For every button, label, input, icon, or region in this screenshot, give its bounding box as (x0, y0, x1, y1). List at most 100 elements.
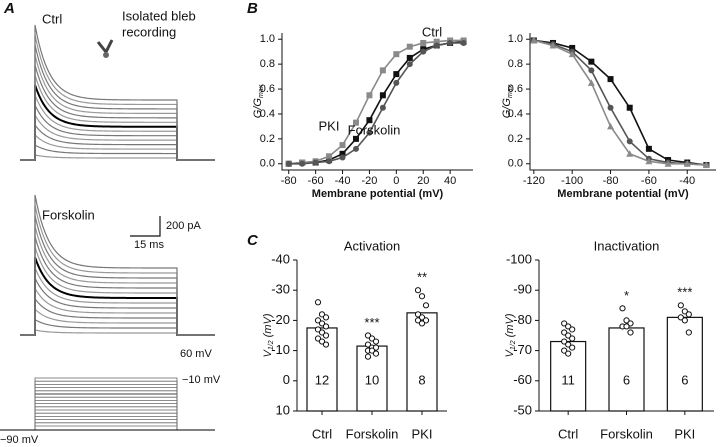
chart-title: Activation (344, 238, 400, 253)
fit-line (288, 42, 464, 165)
data-point (681, 317, 688, 324)
data-point (314, 317, 322, 324)
data-point (677, 302, 684, 309)
data-point (619, 305, 626, 312)
x-tick-label: 40 (444, 175, 456, 187)
data-point (406, 61, 413, 68)
data-point (379, 67, 386, 74)
y-axis-label: G/Gmax (252, 84, 265, 118)
y-tick-label: -100 (506, 251, 532, 266)
data-point (627, 329, 634, 336)
data-point (318, 338, 326, 345)
x-tick-label: 0 (393, 175, 399, 187)
data-point (677, 314, 684, 321)
current-trace (20, 94, 215, 161)
y-tick-label: -90 (513, 282, 532, 297)
y-tick-label: -70 (513, 342, 532, 357)
data-point (418, 293, 426, 300)
data-point (364, 341, 372, 348)
y-axis-label-part: 1/2 (268, 340, 275, 350)
current-trace (20, 54, 215, 161)
y-axis-label: V1/2 (mV) (262, 313, 275, 357)
data-point (561, 338, 568, 345)
scale-label: 15 ms (134, 239, 164, 251)
x-tick-label: -80 (603, 175, 619, 187)
data-point (422, 317, 430, 324)
data-point (626, 138, 633, 145)
data-point (588, 67, 595, 74)
data-point (414, 287, 422, 294)
current-trace (20, 226, 215, 336)
fit-line (288, 40, 464, 165)
data-point (368, 347, 376, 354)
current-trace (20, 104, 215, 161)
protocol-label: 60 mV (180, 348, 212, 360)
data-point (366, 92, 373, 99)
series-label: Forskolin (348, 122, 401, 137)
data-point (379, 104, 386, 111)
y-axis-label-part: V (504, 348, 516, 357)
current-trace (20, 307, 215, 336)
data-point (565, 350, 572, 357)
data-point (312, 159, 319, 166)
fit-line (533, 39, 707, 166)
data-point (623, 317, 630, 324)
data-point (683, 160, 691, 167)
y-tick-label: 1.0 (508, 33, 523, 45)
y-axis-label: V1/2 (mV) (504, 313, 517, 357)
data-point (318, 311, 326, 318)
voltage-step (34, 393, 178, 430)
y-axis-label: G/Gmax (501, 84, 514, 118)
x-axis-label: Membrane potential (mV) (557, 188, 689, 200)
data-point (565, 341, 572, 348)
data-point (322, 341, 330, 348)
current-trace (20, 133, 215, 161)
y-tick-label: -20 (271, 312, 290, 327)
data-point (318, 320, 326, 327)
fit-line (533, 39, 707, 166)
data-point (433, 38, 440, 45)
data-point (406, 54, 413, 61)
data-point (393, 71, 400, 78)
y-axis-label-part: max (507, 84, 514, 98)
y-tick-label: 0 (283, 372, 290, 387)
y-tick-label: 0.8 (260, 58, 275, 70)
data-point (681, 308, 688, 315)
data-point (569, 335, 576, 342)
x-tick-label: -60 (641, 175, 657, 187)
series-label: Ctrl (422, 24, 442, 39)
voltage-step (34, 425, 178, 430)
y-axis-label-part: V (262, 348, 274, 357)
current-trace (20, 34, 215, 161)
axis (281, 33, 473, 171)
bar (608, 327, 645, 412)
data-point (420, 39, 427, 46)
y-axis-label-part: max (258, 84, 265, 98)
current-trace (20, 318, 215, 336)
data-point (587, 79, 595, 86)
data-point (406, 43, 413, 50)
y-tick-label: 0.6 (260, 83, 275, 95)
data-point (372, 344, 380, 351)
current-trace (20, 74, 215, 161)
data-point (561, 329, 568, 336)
current-trace (20, 154, 215, 161)
bleb-label: Isolated bleb (122, 8, 196, 23)
data-point (565, 332, 572, 339)
data-point (702, 161, 710, 169)
y-tick-label: 0.8 (508, 58, 523, 70)
n-label: 6 (623, 372, 630, 387)
y-tick-label: 0.2 (508, 133, 523, 145)
current-trace (20, 215, 215, 336)
data-point (393, 79, 400, 86)
data-point (352, 135, 359, 142)
panel-letter: A (3, 0, 15, 17)
y-axis-label-part: (mV) (262, 313, 274, 340)
current-trace (20, 84, 215, 161)
data-point (393, 51, 400, 58)
chart-title: Inactivation (594, 238, 660, 253)
fit-line (533, 39, 707, 166)
data-point (561, 347, 568, 354)
y-tick-label: 0.2 (260, 133, 275, 145)
